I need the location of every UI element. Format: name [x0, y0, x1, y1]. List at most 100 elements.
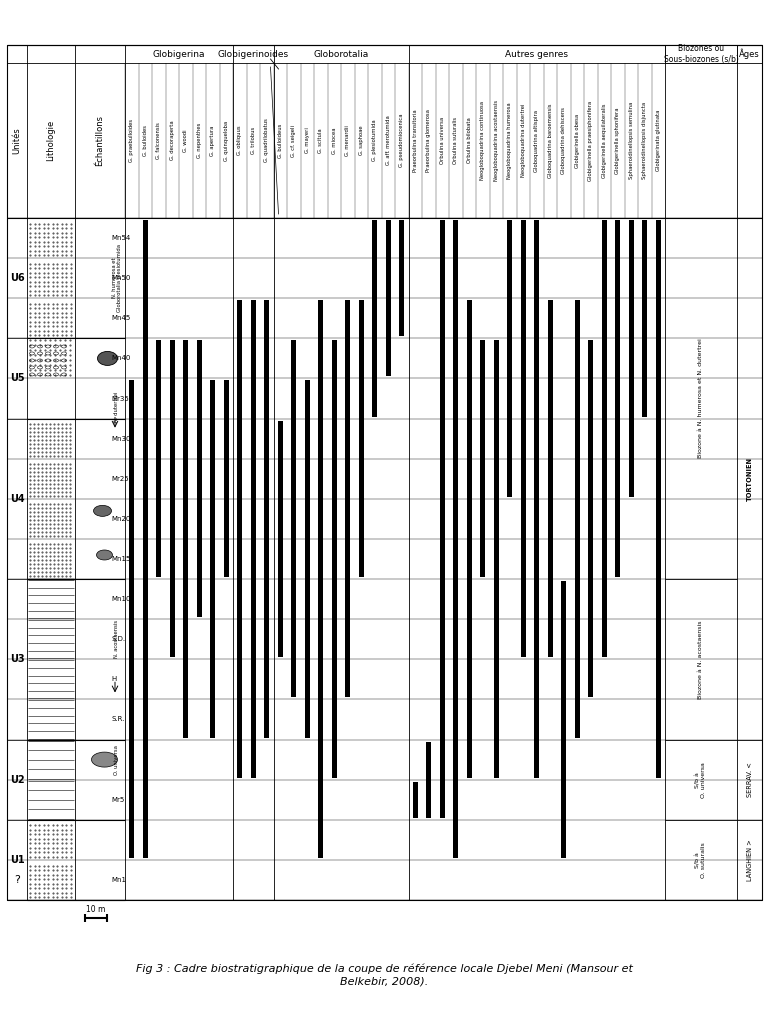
Bar [386, 220, 391, 377]
Text: Praeorbulina transitoria: Praeorbulina transitoria [413, 110, 418, 172]
Text: G. aff. merotumida: G. aff. merotumida [386, 116, 391, 165]
Text: Mr35: Mr35 [111, 396, 128, 402]
Bar [156, 340, 161, 578]
Bar [467, 300, 471, 777]
Text: N. acostaensis: N. acostaensis [115, 620, 119, 659]
Bar [170, 340, 175, 658]
Text: G. cf. seigeli: G. cf. seigeli [291, 125, 296, 156]
Text: Mn45: Mn45 [111, 316, 130, 322]
Bar [642, 220, 647, 416]
Text: G. trilobus: G. trilobus [251, 127, 256, 154]
Text: G. obliquus: G. obliquus [238, 126, 242, 155]
Bar [318, 300, 323, 858]
Text: Globigerinella obesa: Globigerinella obesa [574, 114, 580, 167]
Bar [197, 340, 201, 617]
Bar [534, 220, 539, 777]
Text: Biozone à N. humerosa et N. dutertrei: Biozone à N. humerosa et N. dutertrei [698, 339, 704, 459]
Bar [278, 420, 283, 658]
Bar [561, 581, 566, 858]
Text: Globigerinella aequilateralis: Globigerinella aequilateralis [602, 104, 607, 178]
Text: Globoquadrina dehiscens: Globoquadrina dehiscens [561, 107, 566, 174]
Text: Praeorbulina glomerosa: Praeorbulina glomerosa [426, 109, 431, 172]
Text: G. decoraperta: G. decoraperta [170, 121, 175, 160]
Text: G. falconensis: G. falconensis [156, 122, 161, 159]
Bar [494, 340, 498, 777]
Bar [331, 340, 337, 777]
Text: Lithologie: Lithologie [46, 120, 55, 161]
Text: G. mayeri: G. mayeri [305, 128, 310, 153]
Text: G. miocea: G. miocea [331, 127, 337, 153]
Text: Globoquadrina altispira: Globoquadrina altispira [534, 110, 539, 172]
Text: Sphaeroidinellopsis semulina: Sphaeroidinellopsis semulina [629, 102, 634, 179]
Bar [481, 340, 485, 578]
Bar [143, 220, 148, 858]
Text: Orbulina universa: Orbulina universa [440, 117, 444, 164]
Text: Mr5: Mr5 [111, 797, 125, 803]
Bar [305, 381, 310, 738]
Text: G. bulloideus: G. bulloideus [278, 123, 283, 157]
Bar [665, 45, 737, 63]
Text: Unités: Unités [12, 127, 22, 154]
Text: Échantillons: Échantillons [95, 115, 105, 166]
Text: N. humerosa et
Globorotalia plesiotumida: N. humerosa et Globorotalia plesiotumida [112, 245, 122, 313]
Text: Globigerinella praesiphonifera: Globigerinella praesiphonifera [588, 100, 593, 181]
Text: Globigerinata glutinata: Globigerinata glutinata [656, 110, 661, 172]
Text: Neogloboquadrina humerosa: Neogloboquadrina humerosa [508, 103, 512, 179]
Text: N. dutertrei: N. dutertrei [115, 392, 119, 422]
Text: Globigerinoides: Globigerinoides [218, 50, 289, 59]
Bar [615, 220, 620, 578]
Text: Mr25: Mr25 [111, 476, 128, 482]
Bar [521, 220, 526, 658]
Text: S.D.: S.D. [111, 636, 125, 642]
Text: Globorotalia: Globorotalia [314, 50, 368, 59]
Text: Mn54: Mn54 [111, 235, 130, 241]
Text: U1: U1 [10, 855, 25, 865]
Text: LANGHIEN >: LANGHIEN > [747, 839, 753, 881]
Text: G. nepenthes: G. nepenthes [197, 123, 201, 158]
Text: G. menardii: G. menardii [345, 125, 350, 156]
Text: Globoquadrina baroemensis: Globoquadrina baroemensis [548, 104, 553, 178]
Text: Fig 3 : Cadre biostratigraphique de la coupe de référence locale Djebel Meni (Ma: Fig 3 : Cadre biostratigraphique de la c… [136, 964, 633, 986]
Bar [129, 381, 134, 858]
Text: Mn1: Mn1 [111, 877, 126, 883]
Bar [224, 381, 228, 578]
Text: Biozones ou
Sous-biozones (s/b): Biozones ou Sous-biozones (s/b) [664, 45, 738, 64]
Ellipse shape [96, 550, 112, 560]
Text: G. bulloides: G. bulloides [143, 125, 148, 156]
Bar [291, 340, 296, 697]
Bar [574, 300, 580, 738]
Text: Orbulina suturalis: Orbulina suturalis [453, 117, 458, 164]
Text: G. woodi: G. woodi [183, 129, 188, 152]
Bar [548, 300, 553, 658]
Text: U4: U4 [10, 494, 25, 503]
Bar [345, 300, 350, 697]
Text: U2: U2 [10, 774, 25, 785]
Bar [629, 220, 634, 496]
Text: Autres genres: Autres genres [505, 50, 568, 59]
Text: ?: ? [14, 875, 20, 885]
Text: G. saphoae: G. saphoae [359, 126, 364, 155]
Text: O. universa: O. universa [115, 745, 119, 774]
Text: TORTONIEN: TORTONIEN [747, 457, 753, 500]
Text: G. quinqueloba: G. quinqueloba [224, 121, 228, 160]
Text: U5: U5 [10, 374, 25, 384]
Text: G. quadrilobatus: G. quadrilobatus [265, 119, 269, 162]
Bar [426, 742, 431, 818]
Text: Orbulina bilobata: Orbulina bilobata [467, 118, 471, 163]
Bar [440, 220, 444, 818]
Text: SERRAV. <: SERRAV. < [747, 762, 753, 797]
Bar [7, 45, 762, 900]
Bar [265, 300, 269, 738]
Text: Globigerina: Globigerina [153, 50, 205, 59]
Bar [453, 220, 458, 858]
Bar [359, 300, 364, 578]
Text: G. plesiotumida: G. plesiotumida [372, 120, 378, 161]
Ellipse shape [94, 505, 112, 517]
Text: H: H [111, 676, 116, 682]
Text: G. scitula: G. scitula [318, 128, 323, 153]
Text: Sphaeroidinellopsis disjuncta: Sphaeroidinellopsis disjuncta [642, 102, 647, 179]
Text: Mn15: Mn15 [111, 556, 131, 562]
Bar [399, 220, 404, 336]
Text: Âges: Âges [739, 49, 760, 59]
Bar [183, 340, 188, 738]
